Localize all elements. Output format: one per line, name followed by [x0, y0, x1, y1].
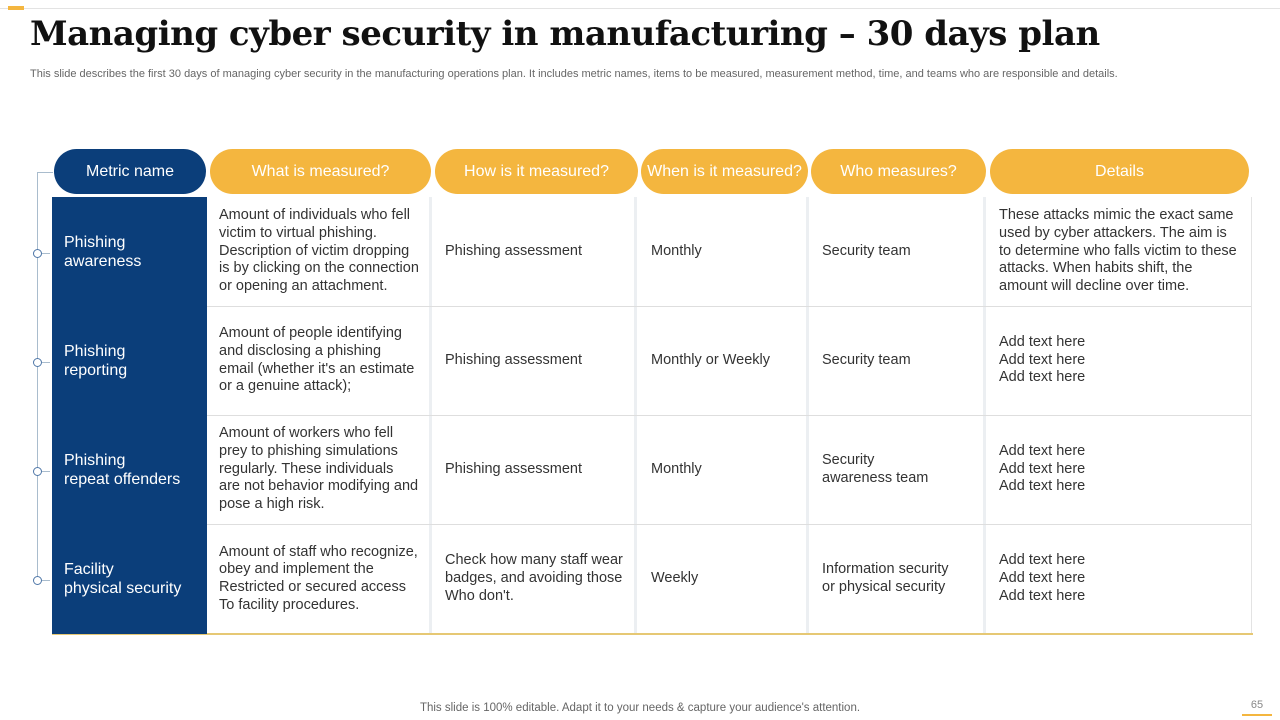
when-measured-cell: Monthly or Weekly — [651, 306, 803, 415]
how-measured-cell: Check how many staff wear badges, and av… — [445, 524, 631, 634]
who-measures-cell: Information security or physical securit… — [822, 524, 980, 634]
metric-name: Facility physical security — [64, 561, 182, 597]
cell-text: Add text here Add text here Add text her… — [999, 552, 1086, 604]
who-measures-cell: Security awareness team — [822, 415, 980, 524]
when-measured-cell: Monthly — [651, 197, 803, 306]
cell-text: Check how many staff wear badges, and av… — [445, 552, 623, 604]
cell-text: Monthly — [651, 460, 702, 477]
timeline-node — [33, 358, 50, 367]
header-details: Details — [990, 149, 1249, 194]
page-title: Managing cyber security in manufacturing… — [30, 14, 1100, 54]
cell-text: Weekly — [651, 570, 699, 587]
row-divider — [207, 306, 1252, 307]
who-measures-cell: Security team — [822, 197, 980, 306]
header-when-measured: When is it measured? — [641, 149, 808, 194]
table-bottom-border — [52, 633, 1253, 635]
cell-text: Security awareness team — [822, 451, 929, 486]
cell-text: Information security or physical securit… — [822, 561, 949, 595]
what-measured-cell: Amount of individuals who fell victim to… — [219, 197, 427, 306]
row-divider — [207, 415, 1252, 416]
timeline-node — [33, 576, 50, 585]
header-what-measured: What is measured? — [210, 149, 431, 194]
page-number-underline — [1242, 714, 1272, 716]
cell-text: Add text here Add text here Add text her… — [999, 442, 1086, 495]
metric-name: Phishing repeat offenders — [64, 451, 181, 488]
how-measured-cell: Phishing assessment — [445, 197, 631, 306]
details-cell: Add text here Add text here Add text her… — [999, 306, 1249, 415]
cell-text: Amount of staff who recognize, obey and … — [219, 543, 418, 613]
table-row: Facility physical security — [52, 524, 207, 634]
header-who-measures: Who measures? — [811, 149, 986, 194]
table-row: Phishing repeat offenders — [52, 415, 207, 524]
cell-text: Add text here Add text here Add text her… — [999, 333, 1086, 386]
cell-text: Monthly — [651, 242, 702, 259]
when-measured-cell: Weekly — [651, 524, 803, 634]
cell-text: These attacks mimic the exact same used … — [999, 207, 1237, 295]
cell-text: Phishing assessment — [445, 242, 583, 259]
page-subtitle: This slide describes the first 30 days o… — [30, 68, 1118, 80]
cell-text: Amount of people identifying and disclos… — [219, 325, 415, 395]
when-measured-cell: Monthly — [651, 415, 803, 524]
timeline-node — [33, 249, 50, 258]
cell-text: Amount of individuals who fell victim to… — [219, 207, 419, 295]
timeline-node — [33, 467, 50, 476]
header-how-measured: How is it measured? — [435, 149, 638, 194]
how-measured-cell: Phishing assessment — [445, 415, 631, 524]
cell-text: Amount of workers who fell prey to phish… — [219, 425, 419, 513]
details-cell: These attacks mimic the exact same used … — [999, 197, 1249, 306]
cell-text: Monthly or Weekly — [651, 351, 770, 368]
cell-text: Security team — [822, 351, 911, 368]
timeline-line — [37, 172, 38, 580]
footer-note: This slide is 100% editable. Adapt it to… — [419, 702, 861, 714]
details-cell: Add text here Add text here Add text her… — [999, 415, 1249, 524]
metric-name: Phishing awareness — [64, 233, 142, 270]
what-measured-cell: Amount of workers who fell prey to phish… — [219, 415, 427, 524]
what-measured-cell: Amount of staff who recognize, obey and … — [219, 524, 427, 634]
top-rule — [0, 8, 1280, 9]
what-measured-cell: Amount of people identifying and disclos… — [219, 306, 427, 415]
top-accent-bar — [8, 6, 24, 10]
timeline-connector — [37, 172, 53, 173]
cell-text: Security team — [822, 242, 911, 259]
table-row: Phishing reporting — [52, 306, 207, 415]
who-measures-cell: Security team — [822, 306, 980, 415]
header-metric-name: Metric name — [54, 149, 206, 194]
cell-text: Phishing assessment — [445, 351, 583, 368]
table-right-border — [1251, 197, 1252, 634]
details-cell: Add text here Add text here Add text her… — [999, 524, 1249, 634]
page-number: 65 — [1250, 699, 1264, 711]
how-measured-cell: Phishing assessment — [445, 306, 631, 415]
row-divider — [207, 524, 1252, 525]
metric-name: Phishing reporting — [64, 342, 128, 379]
table-row: Phishing awareness — [52, 197, 207, 306]
cell-text: Phishing assessment — [445, 460, 583, 477]
